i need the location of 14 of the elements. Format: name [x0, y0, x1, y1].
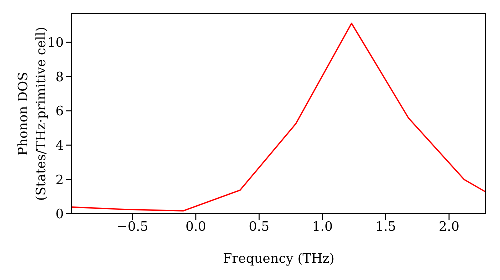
x-tick-label: 0.0: [186, 220, 206, 236]
y-tick-label: 8: [56, 70, 64, 86]
x-tick-label: 2.0: [438, 220, 460, 236]
y-axis-title: Phonon DOS (States/THz·primitive cell): [16, 26, 50, 202]
x-tick-label: 0.5: [249, 220, 270, 236]
x-tick-label: 1.5: [376, 220, 396, 236]
y-tick-label: 4: [56, 139, 64, 154]
y-tick-label: 2: [56, 173, 64, 188]
x-tick-label: −0.5: [116, 220, 149, 236]
x-tick-label: 1.0: [312, 220, 334, 236]
y-tick-label: 6: [56, 104, 64, 120]
y-tick-label: 10: [47, 36, 64, 52]
x-axis-title: Frequency (THz): [223, 252, 335, 268]
y-tick-label: 0: [56, 208, 64, 223]
